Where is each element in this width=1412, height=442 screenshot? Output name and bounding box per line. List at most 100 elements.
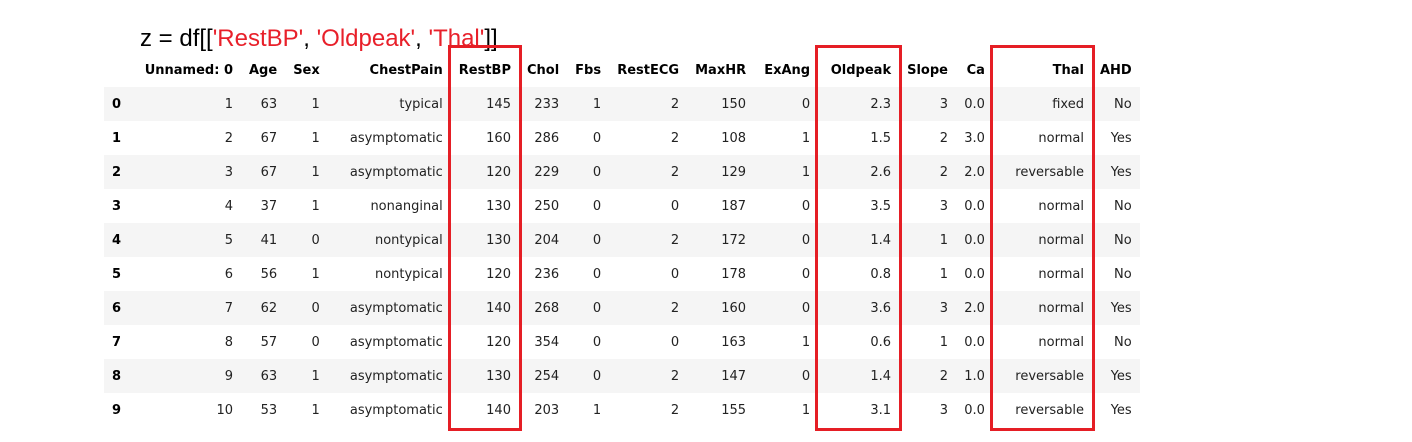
- table-cell: 233: [534, 96, 560, 112]
- table-cell: 0: [592, 198, 602, 214]
- table-cell: 229: [534, 164, 560, 180]
- table-cell: 63: [260, 96, 278, 112]
- table-cell: 1.4: [870, 368, 892, 384]
- code-separator: ,: [303, 25, 317, 52]
- table-cell: 3: [224, 164, 233, 180]
- table-cell: 3: [939, 96, 948, 112]
- table-cell: 67: [260, 164, 278, 180]
- table-body: 0 1 63 1 typical 145 233 1 2 150 0 2.3 3 0.0 fixed No 1 2…: [104, 87, 1140, 427]
- table-cell: 0.0: [964, 96, 985, 112]
- table-cell: 1: [311, 96, 320, 112]
- table-cell: 0.0: [964, 266, 985, 282]
- column-header: AHD: [1099, 62, 1132, 78]
- table-cell: 2: [670, 164, 680, 180]
- table-cell: 3: [939, 198, 948, 214]
- column-header: Age: [249, 62, 278, 78]
- index-header: [104, 53, 134, 87]
- table-cell: 67: [260, 130, 278, 146]
- table-cell: asymptomatic: [349, 334, 443, 350]
- table-cell: 286: [534, 130, 560, 146]
- table-cell: 1: [801, 164, 811, 180]
- table-cell: 1.4: [870, 232, 892, 248]
- table-row: 9 10 53 1 asymptomatic 140 203 1 2 155 1 3.1 3 0.0 rev…: [104, 393, 1140, 427]
- table-cell: Yes: [1110, 402, 1132, 418]
- table-cell: asymptomatic: [349, 164, 443, 180]
- table-cell: 150: [721, 96, 747, 112]
- table-cell: 0: [670, 334, 680, 350]
- table-row: 3 4 37 1 nonanginal 130 250 0 0 187 0 3.5 3 0.0 normal…: [104, 189, 1140, 223]
- table-cell: 6: [224, 266, 233, 282]
- table-cell: 1: [311, 402, 320, 418]
- table-cell: 2: [670, 232, 680, 248]
- table-cell: 56: [260, 266, 278, 282]
- code-prefix: z = df[[: [140, 25, 213, 52]
- table-cell: asymptomatic: [349, 368, 443, 384]
- row-index: 2: [112, 164, 122, 180]
- table-cell: 0: [592, 300, 602, 316]
- table-cell: 5: [224, 232, 233, 248]
- table-cell: 147: [721, 368, 747, 384]
- table-cell: 2: [670, 368, 680, 384]
- table-cell: Yes: [1110, 300, 1132, 316]
- table-cell: 1: [311, 164, 320, 180]
- table-cell: 2: [670, 96, 680, 112]
- table-cell: 1: [311, 368, 320, 384]
- table-cell: Yes: [1110, 164, 1132, 180]
- column-header: Sex: [293, 62, 320, 78]
- code-separator: ,: [415, 25, 429, 52]
- table-cell: nontypical: [374, 232, 443, 248]
- table-cell: 2: [670, 300, 680, 316]
- table-cell: 9: [224, 368, 233, 384]
- code-suffix: ]]: [484, 25, 498, 52]
- column-header: ExAng: [764, 62, 811, 78]
- table-cell: 3.0: [964, 130, 985, 146]
- table-cell: 0.8: [870, 266, 892, 282]
- column-header: Thal: [1052, 62, 1084, 78]
- table-cell: 3: [939, 402, 948, 418]
- table-cell: 178: [721, 266, 747, 282]
- row-index: 6: [112, 300, 122, 316]
- table-cell: reversable: [1015, 164, 1084, 180]
- table-cell: 145: [486, 96, 511, 112]
- table-cell: 236: [534, 266, 560, 282]
- table-cell: nontypical: [374, 266, 443, 282]
- table-cell: 4: [224, 198, 233, 214]
- table-cell: 0.0: [964, 334, 985, 350]
- table-cell: 0: [311, 232, 320, 248]
- row-index: 5: [112, 266, 122, 282]
- table-cell: normal: [1038, 130, 1084, 146]
- table-cell: 250: [534, 198, 560, 214]
- table-cell: 8: [224, 334, 233, 350]
- column-header: ChestPain: [369, 62, 443, 78]
- table-cell: No: [1114, 232, 1132, 248]
- table-cell: 120: [486, 164, 511, 180]
- table-cell: No: [1114, 334, 1132, 350]
- table-cell: 2: [670, 402, 680, 418]
- table-cell: 0: [801, 368, 811, 384]
- table-cell: 1: [939, 334, 948, 350]
- table-cell: 130: [486, 198, 511, 214]
- dataframe-table: Unnamed: 0 Age Sex ChestPain RestBP Chol Fbs Re…: [104, 53, 1140, 427]
- table-cell: 354: [534, 334, 560, 350]
- table-cell: 160: [486, 130, 511, 146]
- table-cell: 172: [721, 232, 747, 248]
- table-cell: normal: [1038, 334, 1084, 350]
- table-cell: 140: [486, 402, 511, 418]
- table-row: 5 6 56 1 nontypical 120 236 0 0 178 0 0.8 1 0.0 normal…: [104, 257, 1140, 291]
- table-row: 0 1 63 1 typical 145 233 1 2 150 0 2.3 3 0.0 fixed No: [104, 87, 1140, 121]
- table-cell: 3.5: [870, 198, 892, 214]
- table-cell: 1: [801, 402, 811, 418]
- table-cell: 1: [224, 96, 233, 112]
- table-cell: 53: [260, 402, 278, 418]
- column-header: Fbs: [575, 62, 602, 78]
- table-cell: reversable: [1015, 368, 1084, 384]
- table-cell: 155: [721, 402, 747, 418]
- table-cell: Yes: [1110, 368, 1132, 384]
- table-cell: No: [1114, 266, 1132, 282]
- table-cell: 37: [260, 198, 278, 214]
- table-cell: 160: [721, 300, 747, 316]
- table-cell: 2: [670, 130, 680, 146]
- code-string-oldpeak: 'Oldpeak': [316, 25, 416, 52]
- table-cell: 0: [670, 198, 680, 214]
- table-row: 6 7 62 0 asymptomatic 140 268 0 2 160 0 3.6 3 2.0 norm…: [104, 291, 1140, 325]
